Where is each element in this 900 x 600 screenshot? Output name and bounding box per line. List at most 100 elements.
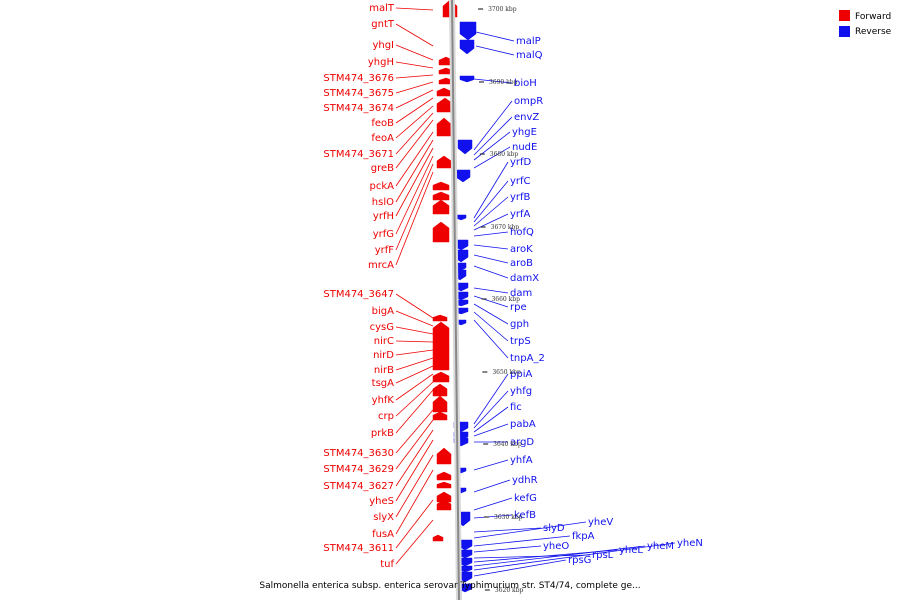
reverse-gene-arrow xyxy=(459,21,477,41)
gene-label-malq: malQ xyxy=(516,50,543,61)
gene-label-stm474-3675: STM474_3675 xyxy=(323,88,394,99)
gene-label-fic: fic xyxy=(510,402,522,413)
forward-gene-arrow xyxy=(432,534,444,542)
forward-gene-arrow xyxy=(432,314,448,322)
gene-label-stm474-3674: STM474_3674 xyxy=(323,103,394,114)
gene-label-dam: dam xyxy=(510,288,532,299)
gene-label-arok: aroK xyxy=(510,244,533,255)
gene-label-yhgh: yhgH xyxy=(368,57,394,68)
gene-label-stm474-3647: STM474_3647 xyxy=(323,289,394,300)
gene-label-yhfg: yhfg xyxy=(510,386,532,397)
gene-label-nirb: nirB xyxy=(374,365,394,376)
forward-gene-arrow xyxy=(436,155,452,169)
gene-label-yrfb: yrfB xyxy=(510,192,531,203)
reverse-gene-arrow xyxy=(459,39,475,55)
gene-label-fkpa: fkpA xyxy=(572,531,595,542)
gene-label-stm474-3611: STM474_3611 xyxy=(323,543,394,554)
gene-label-yhfa: yhfA xyxy=(510,455,533,466)
gene-label-yhen: yheN xyxy=(677,538,703,549)
gene-label-rpsl: rpsL xyxy=(592,550,614,561)
axis-tick-label: 3660 kbp xyxy=(491,296,520,303)
axis-tick-label: 3680 kbp xyxy=(490,151,519,158)
gene-label-tsga: tsgA xyxy=(372,378,394,389)
gene-label-argd: argD xyxy=(510,437,534,448)
gene-label-yhge: yhgE xyxy=(512,127,537,138)
gene-label-prkb: prkB xyxy=(371,428,394,439)
reverse-gene-arrow xyxy=(459,75,475,83)
forward-gene-arrow xyxy=(432,221,450,243)
gene-arrows xyxy=(432,0,477,593)
gene-label-feoa: feoA xyxy=(371,133,394,144)
forward-gene-arrow xyxy=(436,117,452,137)
gene-label-yhev: yheV xyxy=(588,517,613,528)
gene-label-mrca: mrcA xyxy=(368,260,394,271)
gene-label-envz: envZ xyxy=(514,112,539,123)
gene-label-cysg: cysG xyxy=(370,322,394,333)
forward-gene-arrow xyxy=(432,191,450,201)
legend-reverse-label: Reverse xyxy=(855,27,892,37)
forward-gene-arrow xyxy=(432,395,448,413)
gene-label-yrfg: yrfG xyxy=(373,229,394,240)
gene-label-malt: malT xyxy=(369,3,395,14)
gene-label-paba: pabA xyxy=(510,419,536,430)
gene-label-stm474-3676: STM474_3676 xyxy=(323,73,394,84)
legend: Forward Reverse xyxy=(839,10,892,37)
gene-label-stm474-3627: STM474_3627 xyxy=(323,481,394,492)
gene-label-rpe: rpe xyxy=(510,302,527,313)
axis-tick-label: 3650 kbp xyxy=(492,369,521,376)
gene-label-stm474-3671: STM474_3671 xyxy=(323,149,394,160)
gene-label-trps: trpS xyxy=(510,336,531,347)
gene-label-tnpa-2: tnpA_2 xyxy=(510,353,545,364)
gene-label-yheo: yheO xyxy=(543,541,569,552)
gene-label-greb: greB xyxy=(371,163,394,174)
gene-label-ompr: ompR xyxy=(514,96,543,107)
forward-gene-arrow xyxy=(436,499,452,511)
gene-label-nird: nirD xyxy=(373,350,394,361)
gene-label-ppia: ppiA xyxy=(510,369,532,380)
gene-label-biga: bigA xyxy=(372,306,394,317)
forward-gene-arrow xyxy=(436,481,452,489)
gene-label-malp: malP xyxy=(516,36,541,47)
forward-gene-arrow xyxy=(432,383,448,397)
gene-label-kefb: kefB xyxy=(514,510,536,521)
gene-label-arob: aroB xyxy=(510,258,533,269)
gene-label-yhgi: yhgI xyxy=(372,40,394,51)
legend-reverse-swatch xyxy=(839,26,850,37)
gene-label-pcka: pckA xyxy=(370,181,395,192)
gene-label-stm474-3629: STM474_3629 xyxy=(323,464,394,475)
forward-gene-arrow xyxy=(432,181,450,191)
forward-gene-arrow xyxy=(436,491,452,503)
axis-tick-label: 3700 kbp xyxy=(488,6,517,13)
axis-tick-label: 3690 kbp xyxy=(489,79,518,86)
gene-label-tuf: tuf xyxy=(380,559,394,570)
gene-label-ydhr: ydhR xyxy=(512,475,538,486)
gene-label-rpsg: rpsG xyxy=(568,555,591,566)
gene-label-yhel: yheL xyxy=(619,545,643,556)
gene-label-yhem: yheM xyxy=(647,541,674,552)
axis-tick-label: 3620 kbp xyxy=(495,587,524,594)
gene-label-fusa: fusA xyxy=(372,529,394,540)
gene-label-damx: damX xyxy=(510,273,539,284)
forward-gene-arrow xyxy=(436,447,452,465)
gene-label-yrfh: yrfH xyxy=(373,211,394,222)
legend-forward-swatch xyxy=(839,10,850,21)
axis-tick-label: 3670 kbp xyxy=(491,224,520,231)
gene-label-yrff: yrfF xyxy=(375,245,395,256)
forward-gene-arrow xyxy=(432,199,450,215)
legend-forward-label: Forward xyxy=(855,12,891,22)
gene-label-slyx: slyX xyxy=(373,512,394,523)
axis-tick-label: 3630 kbp xyxy=(494,514,523,521)
gene-label-feob: feoB xyxy=(371,118,394,129)
gene-label-gph: gph xyxy=(510,319,529,330)
forward-gene-arrow xyxy=(436,87,452,97)
gene-label-gntt: gntT xyxy=(371,19,395,30)
gene-label-nirc: nirC xyxy=(374,336,394,347)
gene-label-stm474-3630: STM474_3630 xyxy=(323,448,394,459)
gene-label-slyd: slyD xyxy=(543,523,565,534)
caption: Salmonella enterica subsp. enterica sero… xyxy=(259,581,640,591)
gene-label-crp: crp xyxy=(378,411,394,422)
gene-label-nude: nudE xyxy=(512,142,537,153)
reverse-gene-arrow xyxy=(455,169,471,183)
forward-gene-arrow xyxy=(432,411,448,421)
